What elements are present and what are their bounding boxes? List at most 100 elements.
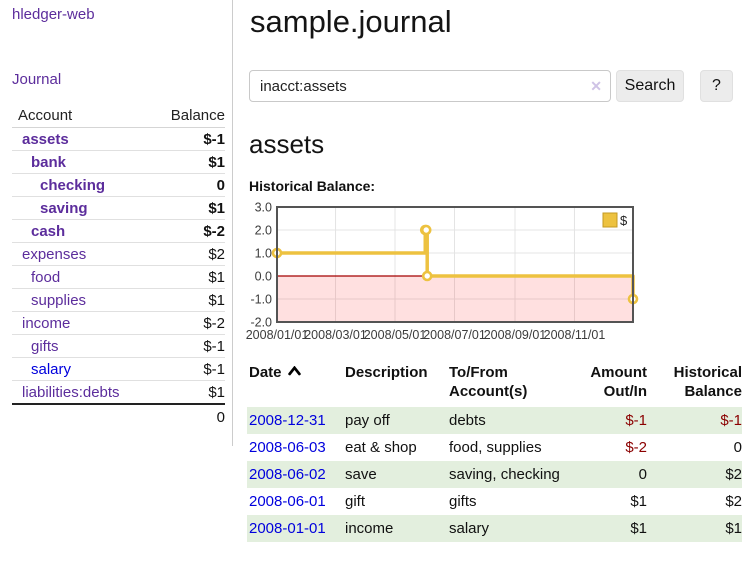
chart-title: Historical Balance: <box>249 178 376 194</box>
historical-balance-chart: $3.0 2.0 1.0 0.0 -1.0 -2.02008/01/012008/03/0… <box>246 201 639 342</box>
clear-search-icon[interactable]: ✕ <box>590 78 602 94</box>
app-title-link[interactable]: hledger-web <box>12 6 95 23</box>
account-balance: $-2 <box>153 219 225 243</box>
account-row: saving $1 <box>12 196 225 220</box>
register-table: Date Description To/From Account(s) Amount Ou… <box>247 361 742 542</box>
account-balance: $-1 <box>153 334 225 358</box>
account-row: bank $1 <box>12 150 225 174</box>
account-page-title: assets <box>249 129 325 159</box>
svg-text:2008/09/01: 2008/09/01 <box>484 328 547 342</box>
account-row: expenses $2 <box>12 242 225 266</box>
account-link-supplies[interactable]: supplies <box>31 292 87 309</box>
help-button[interactable]: ? <box>700 70 733 102</box>
account-link-saving[interactable]: saving <box>40 200 88 217</box>
transaction-row: 2008-06-02 save saving, checking 0 $2 <box>247 461 742 488</box>
transaction-amount: $1 <box>630 493 647 510</box>
register-header-description: Description <box>345 364 428 381</box>
svg-text:2008/11/01: 2008/11/01 <box>544 328 606 342</box>
account-balance: $1 <box>208 384 225 401</box>
transaction-description: income <box>345 515 449 542</box>
search-bar: ✕ Search ? <box>249 70 734 102</box>
transaction-accounts: food, supplies <box>449 439 542 456</box>
account-row: cash $-2 <box>12 219 225 243</box>
svg-text:2.0: 2.0 <box>255 224 272 238</box>
search-box: ✕ <box>249 70 611 102</box>
account-balance: $-1 <box>153 357 225 381</box>
svg-text:2008/01/01: 2008/01/01 <box>246 328 309 342</box>
transaction-balance: $1 <box>647 515 742 542</box>
register-header-historical: Historical Balance <box>673 364 742 400</box>
account-link-food[interactable]: food <box>31 269 61 286</box>
account-balance: $1 <box>153 265 225 289</box>
transaction-row: 2008-12-31 pay off debts $-1 $-1 <box>247 407 742 434</box>
account-balance: $1 <box>153 150 225 174</box>
account-link-liabilities-debts[interactable]: liabilities:debts <box>22 384 120 401</box>
transaction-date-link[interactable]: 2008-06-01 <box>249 493 326 510</box>
account-link-bank[interactable]: bank <box>31 154 67 171</box>
transaction-amount: $-1 <box>561 407 647 434</box>
transaction-accounts: debts <box>449 407 561 434</box>
accounts-balance-table: Account Balance assets $-1 bank $1 checking 0… <box>12 103 225 430</box>
transaction-description: save <box>345 461 449 488</box>
accounts-total-balance: 0 <box>153 403 225 430</box>
account-link-assets[interactable]: assets <box>22 131 69 148</box>
account-row: liabilities:debts $1 <box>12 381 225 405</box>
journal-title: sample.journal <box>250 4 452 39</box>
account-balance: $-1 <box>153 127 225 151</box>
sort-ascending-icon <box>287 365 301 376</box>
account-balance: $1 <box>153 288 225 312</box>
transaction-date-link[interactable]: 2008-06-02 <box>249 466 326 483</box>
accounts-column-header: Account <box>12 103 154 128</box>
transaction-description: pay off <box>345 407 449 434</box>
transaction-date-link[interactable]: 2008-06-03 <box>249 439 326 456</box>
account-link-gifts[interactable]: gifts <box>31 338 59 355</box>
transaction-description: gift <box>345 493 366 510</box>
transaction-balance: $2 <box>725 493 742 510</box>
transaction-row: 2008-01-01 income salary $1 $1 <box>247 515 742 542</box>
transaction-balance: 0 <box>733 439 742 456</box>
svg-text:$: $ <box>620 213 628 228</box>
account-row: checking 0 <box>12 173 225 197</box>
account-row: supplies $1 <box>12 288 225 312</box>
svg-text:-2.0: -2.0 <box>250 316 272 330</box>
transaction-balance: $2 <box>647 461 742 488</box>
register-header-date[interactable]: Date <box>247 361 345 407</box>
transaction-date-link[interactable]: 2008-01-01 <box>249 520 326 537</box>
register-header-to-from: To/From Account(s) <box>449 364 528 400</box>
account-balance: 0 <box>153 173 225 197</box>
account-balance: $1 <box>153 196 225 220</box>
account-link-salary[interactable]: salary <box>31 361 72 378</box>
sidebar-item-journal[interactable]: Journal <box>12 71 62 88</box>
transaction-accounts: saving, checking <box>449 461 561 488</box>
sidebar-divider <box>232 0 233 446</box>
account-link-expenses[interactable]: expenses <box>22 246 87 263</box>
search-input[interactable] <box>249 70 611 102</box>
svg-text:1.0: 1.0 <box>255 247 272 261</box>
account-link-checking[interactable]: checking <box>40 177 106 194</box>
accounts-total-row: 0 <box>12 403 225 430</box>
search-button[interactable]: Search <box>616 70 684 102</box>
svg-text:2008/05/01: 2008/05/01 <box>364 328 427 342</box>
svg-text:0.0: 0.0 <box>255 270 272 284</box>
transaction-date-link[interactable]: 2008-12-31 <box>249 412 326 429</box>
transaction-amount: $1 <box>561 515 647 542</box>
transaction-row: 2008-06-03 eat & shop food, supplies $-2 0 <box>247 434 742 461</box>
transaction-accounts: salary <box>449 515 561 542</box>
register-header-amount: Amount Out/In <box>590 364 647 400</box>
transaction-balance: $-1 <box>647 407 742 434</box>
svg-text:-1.0: -1.0 <box>250 293 272 307</box>
svg-text:3.0: 3.0 <box>255 201 272 215</box>
account-row: gifts $-1 <box>12 334 225 358</box>
svg-text:2008/07/01: 2008/07/01 <box>423 328 486 342</box>
account-link-cash[interactable]: cash <box>31 223 66 240</box>
svg-text:2008/03/01: 2008/03/01 <box>304 328 367 342</box>
account-row: income $-2 <box>12 311 225 335</box>
account-link-income[interactable]: income <box>22 315 71 332</box>
balance-column-header: Balance <box>153 103 225 128</box>
account-row: food $1 <box>12 265 225 289</box>
account-balance: $2 <box>153 242 225 266</box>
transaction-row: 2008-06-01 gift gifts $1 $2 <box>247 488 742 515</box>
account-row: assets $-1 <box>12 127 225 151</box>
transaction-accounts: gifts <box>449 493 477 510</box>
